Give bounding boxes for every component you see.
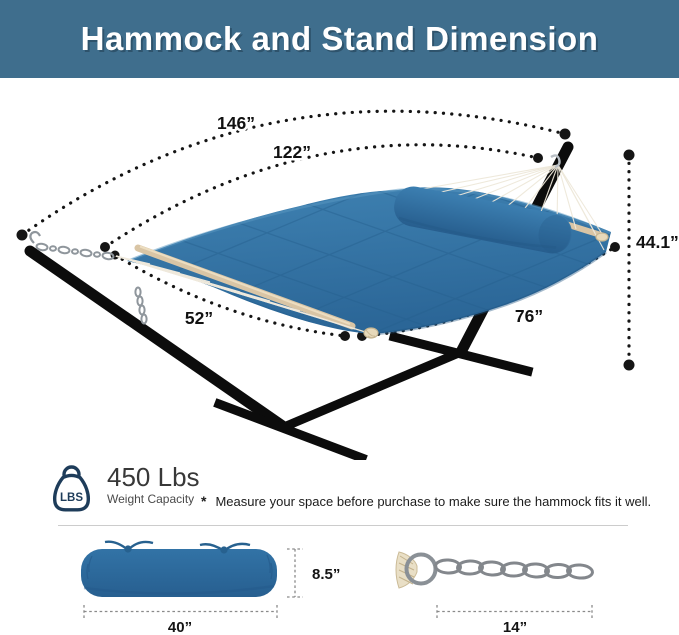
page-title: Hammock and Stand Dimension — [80, 20, 599, 57]
chain-length-bracket — [436, 605, 593, 618]
bed-width-label: 52” — [185, 308, 213, 328]
pillow-crinkles — [83, 554, 275, 595]
section-divider — [58, 525, 628, 526]
arc-hammock-length — [103, 143, 540, 249]
pad-bottom-shadow — [371, 250, 607, 336]
right-hook — [550, 154, 561, 169]
pillow-width-label: 40” — [168, 619, 192, 635]
stand-right-foot — [388, 331, 534, 377]
weight-capacity-block: LBS 450 Lbs Weight Capacity — [50, 464, 200, 512]
hammock-length-label: 122” — [273, 142, 311, 162]
pillow-height-label: 8.5” — [312, 566, 340, 583]
stand-left-pole — [24, 245, 290, 433]
left-string-fan — [115, 255, 373, 335]
chain-length-label: 14” — [503, 619, 527, 635]
chain-hook — [29, 230, 41, 244]
header-banner: Hammock and Stand Dimension — [0, 0, 679, 78]
pillow-diagram: 8.5” 40” — [81, 540, 340, 635]
dangling-chain — [134, 286, 148, 325]
chain-links — [434, 558, 594, 580]
stand-left-foot — [213, 398, 368, 460]
stand-height-label: 44.1” — [636, 232, 679, 252]
capacity-caption: Weight Capacity — [107, 492, 195, 506]
weight-capacity-icon: LBS — [52, 465, 91, 512]
note-text: Measure your space before purchase to ma… — [215, 494, 652, 509]
note-asterisk: * — [201, 493, 207, 509]
left-spreader-highlight — [139, 245, 351, 325]
hammock-diagram: 146” 122” 44.1” 52” 76” — [16, 109, 679, 460]
pillow-body — [81, 549, 277, 597]
left-spreader-bar — [134, 244, 356, 330]
arc-total-length — [20, 109, 567, 237]
capacity-value: 450 Lbs — [107, 462, 200, 492]
arc-bed-width — [113, 253, 347, 338]
capacity-text: 450 Lbs Weight Capacity — [107, 462, 200, 507]
hammock — [115, 154, 611, 339]
pillow-ties — [104, 540, 251, 554]
left-chain — [29, 230, 148, 325]
dimension-labels: 146” 122” 44.1” 52” 76” — [182, 111, 679, 331]
total-length-label: 146” — [217, 113, 255, 133]
measure-note: * Measure your space before purchase to … — [201, 493, 661, 510]
stand-base-bar — [282, 347, 463, 432]
pillow-width-bracket — [83, 605, 278, 618]
accessory-diagrams: 8.5” 40” 14” — [81, 540, 594, 635]
bed-length-label: 76” — [515, 306, 543, 326]
lbs-badge-text: LBS — [60, 492, 83, 504]
hammock-pillow — [394, 186, 572, 254]
rope-clews — [363, 232, 609, 339]
chain-diagram: 14” — [395, 551, 594, 635]
pillow-height-bracket — [287, 548, 303, 598]
